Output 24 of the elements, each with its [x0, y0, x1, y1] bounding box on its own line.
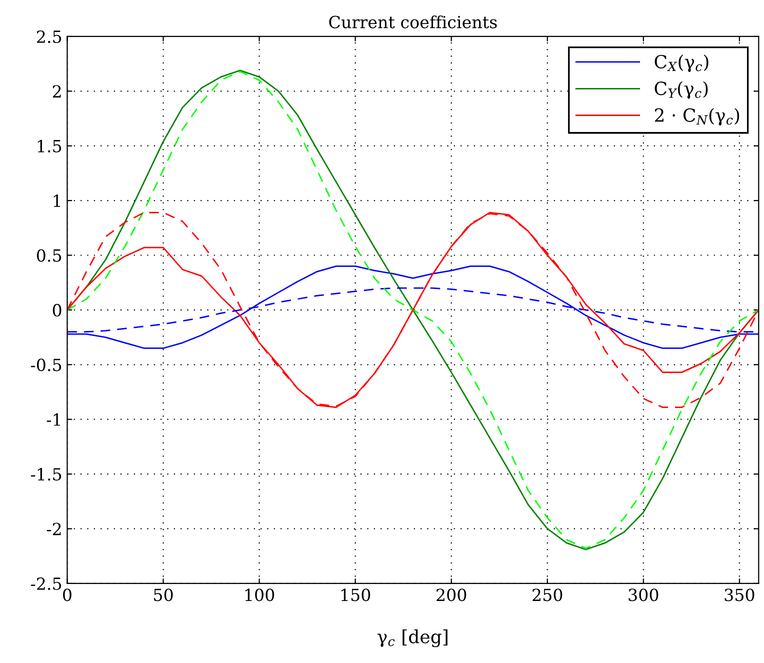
x-axis-title: γ$_{c}$ [deg]	[377, 629, 448, 648]
x-tick-label: 200	[436, 588, 466, 602]
y-tick-label: 2	[52, 85, 61, 98]
y-tick-label: 0	[52, 304, 62, 317]
x-tick-label: 300	[628, 588, 658, 602]
legend-label: C$_{X}$(γ$_{c}$)	[654, 54, 708, 72]
y-tick-label: 2.5	[36, 30, 62, 44]
x-tick-label: 50	[154, 588, 173, 602]
y-tick-label: 1.5	[38, 140, 62, 152]
chart-title: Current coefficients	[329, 15, 497, 28]
x-tick-label: 150	[341, 588, 370, 602]
x-tick-label: 350	[724, 588, 754, 602]
y-tick-label: -2.5	[30, 577, 62, 590]
y-tick-label: -0.5	[30, 358, 62, 372]
legend-label: 2 · C$_{N}$(γ$_{c}$)	[654, 108, 740, 126]
y-tick-label: -1.5	[30, 468, 62, 481]
x-tick-label: 250	[532, 588, 562, 602]
x-tick-label: 0	[63, 588, 72, 602]
x-tick-label: 100	[245, 588, 274, 602]
y-tick-label: 0.5	[36, 249, 62, 262]
y-tick-label: -2	[46, 522, 61, 536]
y-tick-label: 1	[54, 194, 60, 207]
legend-label: C$_{Y}$(γ$_{c}$)	[654, 81, 708, 99]
y-tick-label: -1	[46, 413, 60, 426]
